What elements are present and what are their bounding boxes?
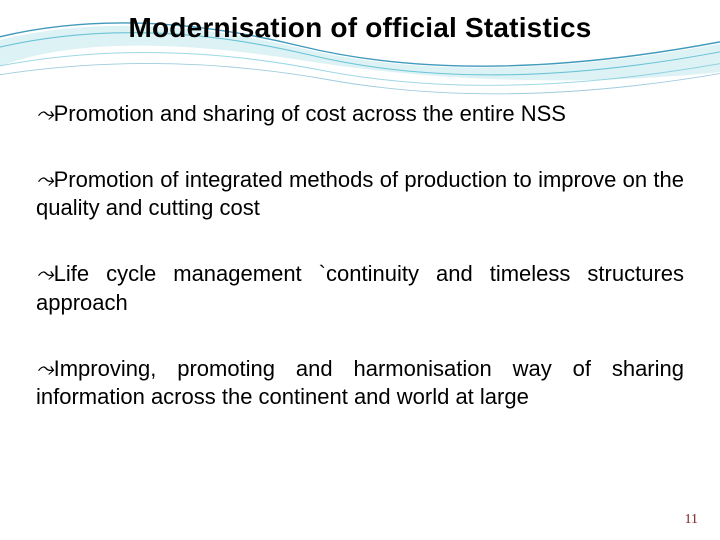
page-number: 11 <box>685 512 698 528</box>
bullet-glyph-icon: ⤳ <box>36 261 54 286</box>
bullet-item: ⤳Improving, promoting and harmonisation … <box>36 355 684 411</box>
bullet-glyph-icon: ⤳ <box>36 356 54 381</box>
bullet-text: Promotion and sharing of cost across the… <box>54 101 566 126</box>
bullet-text: Life cycle management `continuity and ti… <box>36 261 684 314</box>
bullet-item: ⤳Promotion of integrated methods of prod… <box>36 166 684 222</box>
bullet-glyph-icon: ⤳ <box>36 167 54 192</box>
bullet-text: Improving, promoting and harmonisation w… <box>36 356 684 409</box>
bullet-glyph-icon: ⤳ <box>36 101 54 126</box>
slide-title: Modernisation of official Statistics <box>0 12 720 44</box>
bullet-list: ⤳Promotion and sharing of cost across th… <box>36 100 684 449</box>
bullet-item: ⤳Life cycle management `continuity and t… <box>36 260 684 316</box>
bullet-item: ⤳Promotion and sharing of cost across th… <box>36 100 684 128</box>
bullet-text: Promotion of integrated methods of produ… <box>36 167 684 220</box>
